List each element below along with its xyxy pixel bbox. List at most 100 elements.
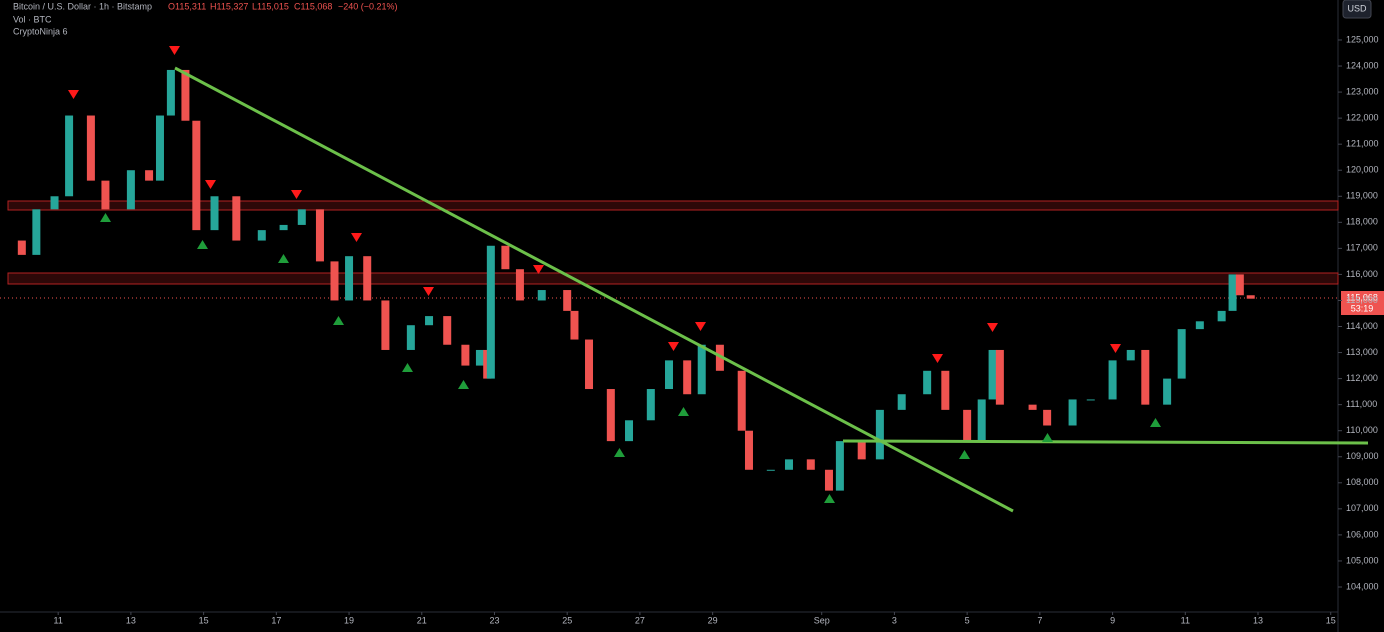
volume-label: Vol · BTC [13, 14, 52, 24]
countdown: 53:19 [1351, 303, 1374, 313]
ohlc-high: H115,327 [210, 1, 248, 11]
candle-body [665, 360, 673, 390]
y-tick-label: 122,000 [1346, 113, 1379, 123]
candle-body [145, 170, 154, 181]
candle-body [995, 349, 1004, 405]
candle-body [963, 409, 972, 442]
y-tick-label: 112,000 [1346, 373, 1378, 383]
x-tick-label: 29 [708, 615, 718, 625]
resistance-zone [7, 200, 1339, 211]
candle-body [570, 310, 579, 340]
candle-body [1141, 349, 1150, 405]
candle-body [988, 349, 997, 400]
candle-body [563, 290, 572, 311]
candle-body [857, 441, 866, 460]
y-tick-label: 107,000 [1346, 503, 1379, 513]
candle-body [65, 115, 74, 197]
x-tick-label: 21 [417, 615, 427, 625]
candle-body [501, 245, 510, 270]
candle-body [1195, 321, 1204, 330]
ohlc-low: L115,015 [252, 1, 289, 11]
candle-body [824, 469, 833, 491]
candle-body [192, 120, 201, 231]
candle-body [461, 344, 470, 366]
candle-body [1177, 329, 1186, 379]
candle-body [897, 394, 906, 410]
candle-body [166, 69, 175, 116]
y-tick-label: 119,000 [1346, 191, 1378, 201]
y-tick-label: 118,000 [1346, 217, 1378, 227]
candle-body [315, 209, 324, 262]
y-tick-label: 115,000 [1346, 295, 1378, 305]
candle-body [32, 209, 41, 255]
candle-body [537, 290, 546, 301]
y-tick-label: 114,000 [1346, 321, 1378, 331]
indicator-label: CryptoNinja 6 [13, 26, 68, 36]
candle-body [345, 256, 354, 301]
candle-body [279, 224, 288, 231]
plot-area [17, 69, 1255, 491]
x-tick-label: 15 [199, 615, 209, 625]
x-tick-label: 9 [1110, 615, 1115, 625]
candle-body [835, 441, 844, 491]
x-tick-label: 11 [54, 615, 63, 625]
candle-body [363, 256, 372, 301]
y-tick-label: 123,000 [1346, 86, 1379, 96]
candle-body [1108, 360, 1117, 400]
trend-line [174, 66, 1014, 513]
y-tick-label: 110,000 [1346, 425, 1378, 435]
y-tick-label: 108,000 [1346, 477, 1379, 487]
last-price-tag [1341, 291, 1384, 315]
candle-body [1043, 409, 1052, 426]
candle-body [50, 196, 59, 210]
y-tick-label: 113,000 [1346, 347, 1378, 357]
y-tick-label: 120,000 [1346, 165, 1379, 175]
candle-body [683, 360, 692, 395]
candle-body [406, 325, 415, 350]
candle-body [1086, 399, 1095, 401]
candle-body [101, 180, 110, 210]
candle-body [1028, 404, 1037, 410]
x-tick-label: Sep [814, 615, 830, 625]
x-tick-label: 25 [562, 615, 572, 625]
currency-button[interactable] [1342, 0, 1372, 19]
candle-body [697, 344, 706, 395]
y-tick-label: 105,000 [1346, 555, 1379, 565]
candle-body [606, 389, 615, 442]
candle-body [625, 420, 634, 442]
y-tick-label: 109,000 [1346, 451, 1379, 461]
candle-body [1217, 310, 1226, 322]
candle-body [425, 316, 434, 326]
y-tick-label: 125,000 [1346, 34, 1379, 44]
candle-body [17, 240, 26, 255]
x-tick-label: 27 [635, 615, 645, 625]
currency[interactable]: USD [1347, 3, 1367, 13]
candle-body [257, 230, 266, 241]
change: −240 (−0.21%) [338, 1, 398, 11]
y-tick-label: 104,000 [1346, 581, 1379, 591]
candle-body [1163, 378, 1172, 405]
y-tick-label: 121,000 [1346, 139, 1379, 149]
x-tick-label: 11 [1181, 615, 1190, 625]
candle-body [475, 349, 484, 366]
candle-body [1228, 274, 1237, 311]
x-tick-label: 19 [344, 615, 354, 625]
x-tick-label: 13 [1253, 615, 1263, 625]
candle-body [1126, 349, 1135, 361]
x-tick-label: 7 [1037, 615, 1042, 625]
candle-body [515, 269, 524, 301]
candle-body [585, 339, 594, 390]
last-price: 115,068 [1346, 292, 1378, 302]
candle-body [210, 196, 219, 231]
symbol: Bitcoin / U.S. Dollar · 1h · Bitstamp [13, 1, 152, 11]
candle-body [297, 209, 306, 225]
candle-body [1068, 399, 1077, 426]
candle-body [86, 115, 95, 181]
candle-body [126, 170, 135, 210]
ohlc-close: C115,068 [294, 1, 332, 11]
candle-body [875, 409, 884, 460]
y-tick-label: 124,000 [1346, 60, 1379, 70]
candle-body [784, 459, 793, 470]
candle-body [977, 399, 986, 442]
